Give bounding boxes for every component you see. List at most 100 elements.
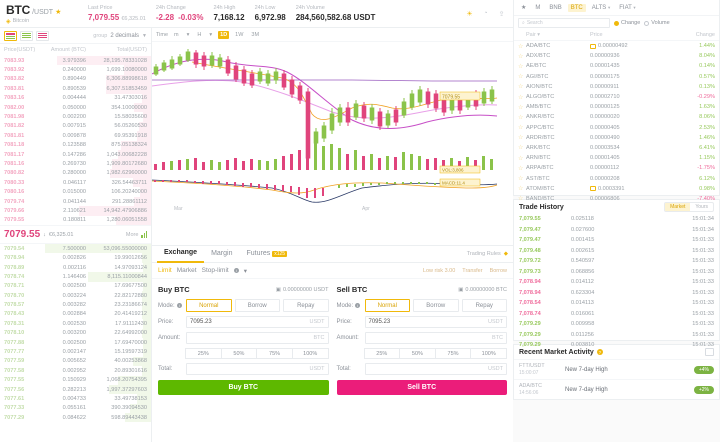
star-icon[interactable]: ☆ [518, 53, 524, 60]
order-book-row[interactable]: 7083.16 0.004444 31.47303016 [0, 93, 151, 103]
buy-mode-normal[interactable]: Normal [186, 299, 232, 312]
order-book-row[interactable]: 7077.61 0.004733 33.49738153 [0, 394, 151, 404]
order-book-row[interactable]: 7078.31 0.002530 17.91112430 [0, 319, 151, 329]
order-book-row[interactable]: 7078.74 1.146406 8,115.11000844 [0, 272, 151, 282]
order-book-row[interactable]: 7081.17 0.147286 1,043.00682228 [0, 149, 151, 160]
market-row[interactable]: ☆ ARN/BTC 0.00001405 1.15% [514, 153, 719, 163]
buy-total-input[interactable]: USDT [186, 363, 329, 375]
market-row[interactable]: ☆ BAND/BTC 0.00006806 -7.40% [514, 194, 719, 204]
activity-row[interactable]: ADA/BTC 14:56:06 New 7-day High +2% [514, 379, 719, 399]
star-icon[interactable]: ★ [55, 8, 62, 16]
sell-mode-repay[interactable]: Repay [461, 299, 507, 312]
order-book-row[interactable]: 7079.74 0.041144 291.28861112 [0, 196, 151, 207]
order-book-row[interactable]: 7079.66 2.110621 14,942.47906886 [0, 206, 151, 216]
star-icon[interactable]: ☆ [518, 104, 524, 111]
transfer-link[interactable]: Transfer [462, 267, 483, 274]
market-tab-btc[interactable]: BTC [567, 3, 586, 12]
sell-pct-75[interactable]: 75% [434, 348, 472, 359]
trading-rules-link[interactable]: Trading Rules [466, 251, 501, 257]
sell-mode-borrow[interactable]: Borrow [413, 299, 459, 312]
star-icon[interactable]: ☆ [518, 145, 524, 152]
interval-hours[interactable]: H [197, 31, 202, 38]
collapse-icon[interactable] [705, 348, 714, 356]
sun-icon[interactable]: ☀ [466, 10, 473, 18]
order-book-row[interactable]: 7077.33 0.055161 390.39094530 [0, 403, 151, 414]
question-icon[interactable]: ? [596, 349, 603, 355]
order-book-row[interactable]: 7083.81 0.890539 6,307.51853459 [0, 84, 151, 94]
sell-pct-100[interactable]: 100% [470, 348, 507, 359]
order-book-row[interactable]: 7081.98 0.002200 15.58035600 [0, 112, 151, 122]
star-icon[interactable]: ☆ [518, 176, 524, 183]
market-row[interactable]: ☆ APPC/BTC 0.00000405 2.53% [514, 123, 719, 133]
order-book-row[interactable]: 7083.82 0.890449 6,306.88998618 [0, 74, 151, 85]
market-row[interactable]: ☆ AST/BTC 0.00000208 6.12% [514, 173, 719, 183]
col-pair[interactable]: Pair ▾ [526, 32, 541, 38]
order-book-row[interactable]: 7080.82 0.280000 1,982.62960000 [0, 168, 151, 179]
buy-amount-input[interactable]: BTC [186, 332, 329, 344]
order-book-row[interactable]: 7078.57 0.003282 23.23186674 [0, 300, 151, 310]
tab-futures[interactable]: Futures x125 [239, 246, 294, 262]
tab-exchange[interactable]: Exchange [157, 245, 205, 263]
toggle-yours[interactable]: Yours [695, 204, 708, 210]
order-book-row[interactable]: 7081.18 0.123588 875.05138324 [0, 140, 151, 150]
market-row[interactable]: ☆ AMB/BTC 0.00000125 1.63% [514, 102, 719, 112]
search-input[interactable]: ⌕ Search [518, 18, 610, 28]
order-book-row[interactable]: 7077.58 0.002952 20.89301616 [0, 366, 151, 376]
order-book-row[interactable]: 7081.82 0.007915 56.05260530 [0, 121, 151, 132]
order-book-row[interactable]: 7080.33 0.046117 326.54463711 [0, 178, 151, 188]
market-row[interactable]: ☆ AE/BTC 0.00001435 0.14% [514, 61, 719, 71]
order-type-market[interactable]: Market [176, 267, 197, 274]
market-row[interactable]: ☆ ADX/BTC 0.00000936 8.04% [514, 51, 719, 61]
order-book-row[interactable]: 7083.93 3.979396 28,195.78331028 [0, 56, 151, 66]
order-book-row[interactable]: 7081.16 0.269730 1,909.80172680 [0, 159, 151, 169]
market-tab-fiat[interactable]: FIAT ▾ [616, 4, 638, 12]
order-book-row[interactable]: 7079.55 0.180811 1,280.06051558 [0, 215, 151, 226]
buy-pct-25[interactable]: 25% [185, 348, 222, 359]
sell-price-input[interactable]: 7095.23 USDT [364, 316, 507, 328]
order-type-limit[interactable]: Limit [158, 267, 172, 274]
order-book-row[interactable]: 7077.56 0.282213 1,997.37297603 [0, 384, 151, 395]
sell-mode-normal[interactable]: Normal [364, 299, 410, 312]
more-link[interactable]: More [125, 231, 139, 238]
order-book-row[interactable]: 7081.81 0.009878 69.95391918 [0, 131, 151, 141]
order-book-row[interactable]: 7077.88 0.002500 17.69470000 [0, 337, 151, 348]
sell-pct-25[interactable]: 25% [363, 348, 401, 359]
share-icon[interactable]: ⇪ [498, 10, 505, 18]
star-icon[interactable]: ☆ [518, 155, 524, 162]
depth-chart-icon[interactable] [141, 231, 147, 239]
info-icon-buy[interactable]: i [176, 303, 182, 308]
market-tab-bnb[interactable]: BNB [549, 4, 562, 11]
star-icon-tab[interactable]: ★ [521, 5, 527, 11]
market-row[interactable]: ☆ ARK/BTC 0.00003534 6.41% [514, 143, 719, 153]
market-row[interactable]: ☆ AGI/BTC 0.00000175 0.57% [514, 72, 719, 82]
group-selector[interactable]: group 2 decimals ▼ [93, 33, 147, 39]
sell-pct-50[interactable]: 50% [399, 348, 436, 359]
bell-icon[interactable]: ◔ [483, 10, 488, 17]
tab-margin[interactable]: Margin [211, 250, 233, 257]
market-row[interactable]: ☆ ALGO/BTC 0.00002710 -0.29% [514, 92, 719, 102]
star-icon[interactable]: ☆ [518, 63, 524, 70]
order-type-stop-limit[interactable]: Stop-limit [201, 267, 229, 274]
order-book-row[interactable]: 7078.94 0.002826 19.99012656 [0, 253, 151, 263]
activity-row[interactable]: FTT/USDT 15:00:07 New 7-day High +4% [514, 359, 719, 379]
market-tab-alts[interactable]: ALTS ▾ [589, 4, 614, 12]
chevron-down-icon-order[interactable]: ▾ [243, 267, 247, 275]
star-icon[interactable]: ☆ [518, 125, 524, 132]
buy-button[interactable]: Buy BTC [158, 380, 329, 395]
interval-3m[interactable]: 3M [251, 31, 260, 38]
book-view-both-icon[interactable] [4, 30, 17, 41]
book-view-asks-icon[interactable] [36, 30, 49, 41]
market-row[interactable]: ☆ ANKR/BTC 0.00000020 8.06% [514, 112, 719, 122]
star-icon[interactable]: ☆ [518, 43, 524, 50]
order-book-row[interactable]: 7077.55 0.150929 1,068.20754395 [0, 375, 151, 385]
interval-1d[interactable]: 1D [218, 30, 230, 39]
buy-pct-75[interactable]: 75% [256, 348, 293, 359]
buy-pct-50[interactable]: 50% [220, 348, 258, 359]
col-market-price[interactable]: Price [590, 32, 603, 38]
star-icon[interactable]: ☆ [518, 135, 524, 142]
market-row[interactable]: ☆ ARPA/BTC 0.00000112 -1.75% [514, 163, 719, 173]
chevron-down-icon-m[interactable]: ▾ [186, 31, 190, 38]
order-book-row[interactable]: 7078.10 0.003200 22.64992000 [0, 328, 151, 338]
interval-1w[interactable]: 1W [235, 31, 244, 38]
sort-change-radio[interactable]: Change [614, 20, 640, 26]
